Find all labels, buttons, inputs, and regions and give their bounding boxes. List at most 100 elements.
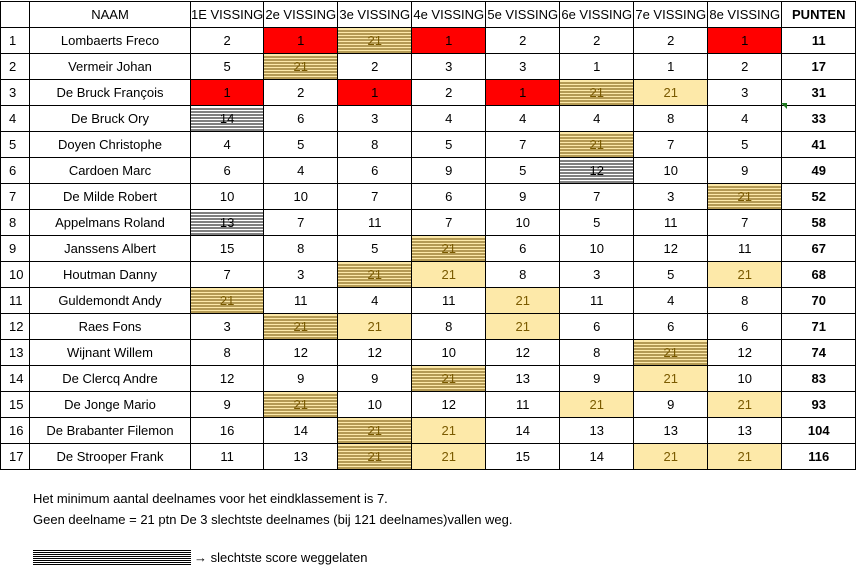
score-cell: 1 [559,53,635,80]
name-cell: Guldemondt Andy [29,287,191,314]
score-cell: 3 [337,105,413,132]
table-row: 3 De Bruck François 1 2 1 2 1 21 21 3 31 [0,79,857,106]
score-cell: 6 [189,157,265,184]
header-vissing-3: 3e VISSING [337,1,413,28]
score-cell: 1 [485,79,561,106]
score-cell: 9 [707,157,783,184]
score-cell: 5 [559,209,635,236]
table-row: 8 Appelmans Roland 13 7 11 7 10 5 11 7 58 [0,209,857,236]
score-cell: 10 [633,157,709,184]
header-vissing-8: 8e VISSING [707,1,783,28]
name-cell: Appelmans Roland [29,209,191,236]
score-cell: 6 [337,157,413,184]
score-cell: 8 [263,235,339,262]
score-cell: 11 [189,443,265,470]
score-cell: 21 [263,391,339,418]
name-cell: De Milde Robert [29,183,191,210]
score-cell: 4 [485,105,561,132]
rank-cell: 8 [0,209,30,236]
rank-cell: 2 [0,53,30,80]
score-cell: 10 [707,365,783,392]
note-absence-points: Geen deelname = 21 ptn De 3 slechtste de… [33,512,513,527]
score-cell: 21 [559,131,635,158]
score-cell: 3 [485,53,561,80]
cell-comment-indicator [781,103,787,109]
points-cell: 17 [781,53,857,80]
table-row: 6 Cardoen Marc 6 4 6 9 5 12 10 9 49 [0,157,857,184]
score-cell: 21 [411,417,487,444]
name-cell: De Bruck Ory [29,105,191,132]
points-cell: 93 [781,391,857,418]
score-cell: 12 [559,157,635,184]
score-cell: 21 [263,53,339,80]
name-cell: Janssens Albert [29,235,191,262]
score-cell: 6 [633,313,709,340]
score-cell: 13 [633,417,709,444]
score-cell: 21 [337,261,413,288]
score-cell: 21 [411,365,487,392]
score-cell: 10 [559,235,635,262]
score-cell: 8 [189,339,265,366]
notes: Het minimum aantal deelnames voor het ei… [33,488,513,530]
score-cell: 12 [263,339,339,366]
header-vissing-4: 4e VISSING [411,1,487,28]
score-cell: 8 [485,261,561,288]
score-cell: 13 [485,365,561,392]
score-cell: 21 [707,261,783,288]
points-cell: 58 [781,209,857,236]
score-cell: 21 [707,443,783,470]
score-cell: 21 [337,27,413,54]
score-cell: 21 [485,313,561,340]
name-cell: De Clercq Andre [29,365,191,392]
note-minimum-participation: Het minimum aantal deelnames voor het ei… [33,491,388,506]
table-row: 11 Guldemondt Andy 21 11 4 11 21 11 4 8 70 [0,287,857,314]
score-cell: 7 [633,131,709,158]
score-cell: 10 [411,339,487,366]
score-cell: 3 [263,261,339,288]
score-cell: 9 [337,365,413,392]
score-cell: 21 [337,443,413,470]
score-cell: 4 [411,105,487,132]
score-cell: 21 [633,443,709,470]
score-cell: 10 [189,183,265,210]
score-cell: 5 [411,131,487,158]
name-cell: Vermeir Johan [29,53,191,80]
rank-cell: 9 [0,235,30,262]
score-cell: 7 [189,261,265,288]
points-cell: 49 [781,157,857,184]
score-cell: 12 [633,235,709,262]
header-vissing-1: 1E VISSING [189,1,265,28]
score-cell: 11 [485,391,561,418]
table-row: 1 Lombaerts Freco 2 1 21 1 2 2 2 1 11 [0,27,857,54]
score-cell: 21 [633,339,709,366]
score-cell: 4 [633,287,709,314]
score-cell: 1 [707,27,783,54]
score-cell: 8 [337,131,413,158]
rank-cell: 11 [0,287,30,314]
table-row: 16 De Brabanter Filemon 16 14 21 21 14 13 13 13 10… [0,417,857,444]
score-cell: 9 [485,183,561,210]
score-cell: 21 [485,287,561,314]
score-cell: 21 [411,261,487,288]
score-cell: 5 [633,261,709,288]
points-cell: 67 [781,235,857,262]
score-cell: 21 [707,391,783,418]
score-cell: 14 [263,417,339,444]
score-cell: 4 [263,157,339,184]
table-row: 17 De Strooper Frank 11 13 21 21 15 14 21 21 116 [0,443,857,470]
table-row: 9 Janssens Albert 15 8 5 21 6 10 12 11 67 [0,235,857,262]
score-cell: 14 [189,105,265,132]
rank-cell: 14 [0,365,30,392]
rank-cell: 10 [0,261,30,288]
header-row: NAAM 1E VISSING 2e VISSING 3e VISSING 4e VIS… [0,1,857,28]
score-cell: 11 [263,287,339,314]
score-cell: 21 [337,417,413,444]
score-cell: 9 [411,157,487,184]
score-cell: 7 [411,209,487,236]
rank-cell: 5 [0,131,30,158]
score-cell: 7 [485,131,561,158]
legend-strike-swatch [33,549,191,566]
score-cell: 6 [411,183,487,210]
table-row: 12 Raes Fons 3 21 21 8 21 6 6 6 71 [0,313,857,340]
score-cell: 7 [337,183,413,210]
